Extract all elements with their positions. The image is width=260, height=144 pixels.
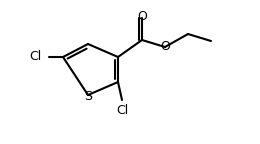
- Text: Cl: Cl: [116, 104, 128, 116]
- Text: O: O: [137, 10, 147, 22]
- Text: O: O: [160, 39, 170, 53]
- Text: Cl: Cl: [29, 51, 41, 64]
- Text: S: S: [84, 90, 92, 104]
